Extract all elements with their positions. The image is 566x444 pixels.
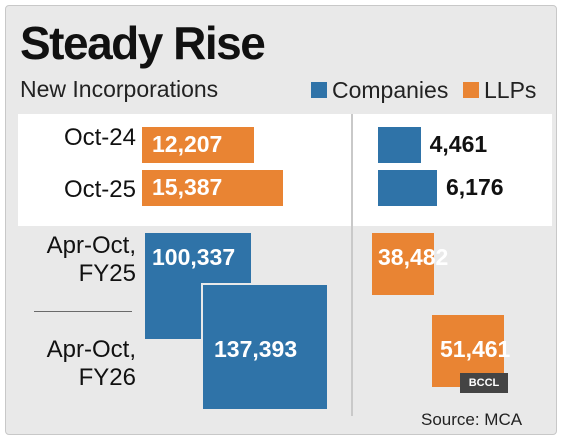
label-companies-oct-25: 6,176 — [446, 174, 504, 200]
label-companies-fy25: 100,337 — [152, 244, 236, 270]
label-companies-fy26: 137,393 — [214, 336, 298, 362]
bccl-badge: BCCL — [460, 373, 508, 393]
square-llps-fy25 — [370, 231, 437, 298]
chart-frame: Steady Rise New Incorporations Companies… — [5, 5, 557, 435]
chart-subtitle: New Incorporations — [20, 76, 219, 102]
label-companies-oct-24: 4,461 — [429, 131, 488, 157]
legend-companies: Companies — [311, 76, 449, 103]
square-companies-fy26 — [201, 283, 329, 411]
cat-label-apr-oct-fy26: Apr-Oct, FY26 — [47, 336, 136, 392]
cat-label-fy25-line1: Apr-Oct, — [46, 232, 136, 259]
legend-llps: LLPs — [463, 76, 537, 103]
label-llps-fy26: 51,461 — [440, 336, 511, 362]
label-llps-fy25: 38,482 — [378, 244, 449, 270]
source-note: Source: MCA — [421, 410, 523, 429]
cat-label-apr-oct-fy25: Apr-Oct, FY25 — [47, 232, 136, 288]
legend-label-companies: Companies — [332, 76, 449, 103]
bar-llps-oct-24 — [142, 127, 254, 163]
cat-label-fy25-line2: FY25 — [78, 260, 136, 287]
bar-llps-oct-25 — [142, 170, 283, 206]
cat-label-fy26-line2: FY26 — [78, 364, 136, 391]
cat-label-fy26-line1: Apr-Oct, — [46, 336, 136, 363]
legend-swatch-llps — [463, 82, 479, 98]
bar-companies-oct-25 — [378, 170, 437, 206]
bar-companies-oct-24 — [378, 127, 421, 163]
monthly-band — [18, 114, 552, 226]
column-divider — [351, 114, 353, 416]
cat-label-oct-24: Oct-24 — [63, 124, 136, 151]
row-divider — [34, 311, 132, 312]
label-llps-oct-25: 15,387 — [152, 174, 223, 200]
cat-label-oct-25: Oct-25 — [63, 176, 136, 203]
legend-swatch-companies — [311, 82, 327, 98]
chart-title: Steady Rise — [20, 17, 266, 69]
legend-label-llps: LLPs — [484, 76, 537, 103]
label-llps-oct-24: 12,207 — [152, 131, 223, 157]
